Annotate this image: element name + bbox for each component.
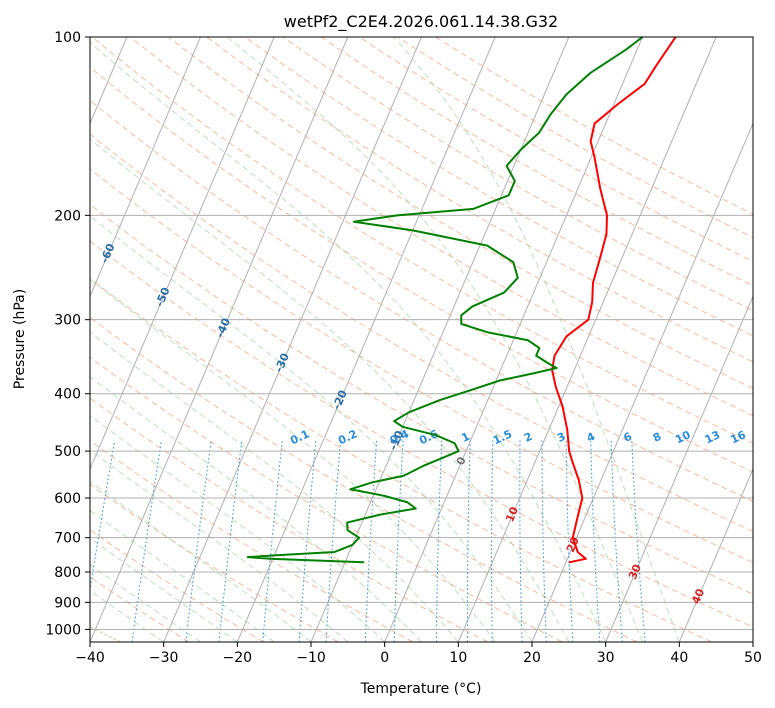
chart-title: wetPf2_C2E4.2026.061.14.38.G32 [284,12,558,32]
y-axis-label: Pressure (hPa) [12,289,28,389]
moist-adiabat [90,590,164,642]
x-tick-label: 10 [449,650,467,666]
dewpoint-line [246,37,644,564]
mixing-ratio-line [90,440,116,593]
x-tick-label: 20 [523,650,541,666]
mixing-ratio-line [541,440,547,642]
x-tick-label: 0 [380,650,389,666]
y-tick-label: 900 [54,595,81,611]
mixing-ratio-line [262,440,283,642]
moist-adiabat [227,37,643,642]
plot-frame [89,36,754,643]
mixing-ratio-line [298,440,317,642]
y-tick-label: 100 [54,30,81,46]
isotherm [236,37,496,642]
isotherm-label: 30 [626,562,644,581]
mixing-ratio-line [325,440,342,642]
x-axis-label: Temperature (°C) [360,681,482,697]
moist-adiabat [393,37,680,642]
x-tick-label: −20 [223,650,253,666]
y-axis-ticks: 1000 900 800 700 600 500 400 300 200 100 [45,30,90,638]
y-tick-label: 400 [54,387,81,403]
mixing-ratio-label: 13 [703,428,722,446]
mixing-ratio-line [519,440,523,642]
isotherm [90,37,275,471]
dry-adiabat [90,168,753,563]
moist-adiabat [90,331,459,642]
moist-adiabat [90,215,533,642]
isotherm [384,37,643,642]
plot-area [90,37,753,642]
moist-adiabat [90,449,349,642]
x-tick-label: −40 [75,650,105,666]
mixing-ratio-line [610,440,623,642]
dry-adiabat [90,203,753,595]
mixing-ratio-line [491,440,494,642]
y-tick-label: 200 [54,208,81,224]
mixing-ratio-line [631,440,646,642]
mixing-ratio-line [364,440,378,642]
y-tick-label: 1000 [45,622,81,638]
isotherm [90,37,201,298]
x-tick-label: 50 [744,650,762,666]
dry-adiabat [90,66,753,473]
x-tick-label: 40 [670,650,688,666]
dry-adiabat [130,37,753,417]
dry-adiabat [90,316,638,642]
isotherm [163,37,422,642]
dry-adiabat [90,133,753,533]
y-tick-label: 500 [54,444,81,460]
x-axis-ticks: −40 −30 −20 −10 0 10 20 30 40 50 [75,642,762,666]
isotherm-label: 10 [503,505,521,524]
isotherm [605,295,753,642]
mixing-ratio-line [590,440,601,642]
isotherm [457,37,717,642]
moist-adiabat [90,376,422,642]
isotherm [90,37,349,642]
isotherm [310,37,570,642]
moist-adiabat [90,415,386,642]
mixing-ratio-line [218,440,243,642]
x-tick-label: −10 [296,650,326,666]
dry-adiabat [168,37,753,389]
mixing-ratio-label: 10 [673,428,693,446]
dry-adiabat [90,440,414,642]
mixing-ratio-line [185,440,212,642]
contour-labels: -100-90-80-70-60-50-40-30-20-10010203040… [98,241,749,606]
y-tick-label: 300 [54,313,81,329]
moist-adiabat [90,278,496,642]
isotherm [678,467,753,642]
moist-adiabat [90,138,570,642]
y-tick-label: 800 [54,565,81,581]
mixing-ratio-label: 16 [729,428,749,446]
series-layer [246,37,677,564]
mixing-ratio-line [393,440,404,642]
mixing-ratio-line [565,440,574,642]
dry-adiabat [206,37,753,363]
x-tick-label: 30 [597,650,615,666]
dry-adiabat [90,356,563,642]
moist-adiabat [90,42,607,642]
dry-adiabat [91,37,753,445]
mixing-ratio-line [466,440,471,642]
y-tick-label: 600 [54,491,81,507]
mixing-ratio-line [435,440,443,642]
mixing-ratio-line [131,440,162,642]
temperature-line [551,37,677,564]
background-lines [90,37,753,642]
x-tick-label: −30 [149,650,179,666]
isotherm-label: 40 [689,586,707,605]
y-tick-label: 700 [54,531,81,547]
